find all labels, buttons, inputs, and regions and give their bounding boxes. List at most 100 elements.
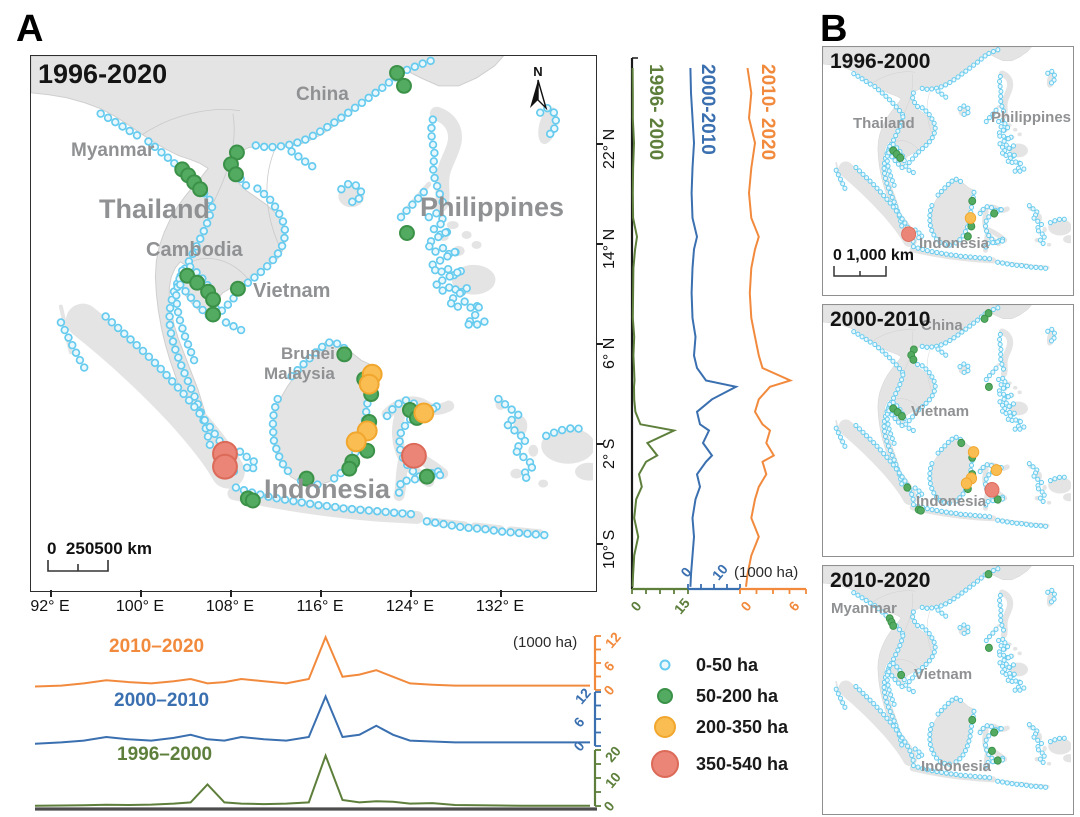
lon-tick	[230, 590, 232, 597]
b-country-label-philippines: Philippines	[991, 109, 1072, 126]
country-label-china: China	[296, 84, 349, 105]
lat-tick	[596, 343, 603, 345]
country-label-brunei: Brunei	[281, 344, 335, 363]
country-label-philippines: Philippines	[420, 192, 565, 222]
b-scalebar-bar	[833, 266, 887, 277]
pond-dots-green	[889, 309, 1002, 515]
country-label-myanmar: Myanmar	[71, 140, 155, 161]
b-country-label-china: China	[921, 317, 963, 334]
longitude-profile-canvas	[35, 634, 601, 811]
right-plot-axis-num: 15	[670, 594, 693, 618]
latitude-profile-plot: (1000 ha) 1996- 2000 2000-2010 2010- 2020 0…	[627, 52, 816, 617]
main-scalebar-bar	[47, 560, 109, 572]
b-country-label-indonesia: Indonesia	[916, 493, 987, 510]
country-label-indonesia: Indonesia	[264, 474, 391, 504]
latitude-profile-canvas	[630, 57, 807, 594]
b-country-label-vietnam: Vietnam	[914, 666, 973, 683]
lon-tick-label: 124° E	[385, 598, 435, 615]
b-scalebar-text: 0 1,000 km	[833, 247, 914, 264]
b-country-label-thailand: Thailand	[853, 115, 915, 132]
b-map-canvas-2	[823, 305, 1071, 551]
pond-dots-orange	[345, 363, 435, 453]
legend-label-1: 0-50 ha	[696, 654, 759, 675]
pond-dots-red	[984, 482, 1000, 498]
lon-tick-label: 116° E	[296, 598, 344, 615]
lat-tick-label: 14° N	[601, 228, 618, 269]
lon-tick	[410, 590, 412, 597]
pond-dots-orange	[960, 446, 1003, 490]
main-map-canvas	[31, 56, 593, 588]
lon-tick	[320, 590, 322, 597]
right-plot-axis-num: 6	[785, 597, 803, 615]
right-plot-series-label-1: 1996- 2000	[645, 64, 666, 161]
lat-tick-label: 10° S	[601, 529, 618, 569]
b-country-label-indonesia: Indonesia	[919, 235, 990, 252]
lat-tick	[596, 243, 603, 245]
north-arrow-n: N	[533, 64, 542, 79]
right-plot-series-label-3: 2010- 2020	[757, 64, 778, 161]
legend-item-350-540ha: 350-540 ha	[648, 749, 788, 779]
main-map-1996-2020: 1996-2020 N 0 250500 km Myanmar China Thai…	[30, 55, 597, 592]
lon-tick-label: 108° E	[205, 598, 255, 615]
lon-tick	[500, 590, 502, 597]
legend-label-3: 200-350 ha	[696, 716, 789, 737]
lon-tick	[50, 590, 52, 597]
right-plot-axis-num: 0	[627, 597, 645, 615]
pond-dots-red	[212, 440, 427, 480]
bottom-plot-series-label-2: 2000–2010	[114, 690, 210, 711]
main-scalebar: 0 250500 km	[47, 539, 152, 573]
lon-tick-label: 100° E	[115, 598, 165, 615]
b-scalebar: 0 1,000 km	[833, 247, 914, 279]
b-country-label-indonesia: Indonesia	[921, 758, 992, 775]
lon-tick	[140, 590, 142, 597]
legend-symbol-4	[651, 750, 679, 778]
b-map-1996-2000: 1996-2000 Thailand Philippines Indonesia 0 1…	[822, 46, 1074, 296]
lat-tick-label: 22° N	[601, 128, 618, 169]
pond-dots-orange	[964, 212, 977, 225]
legend-symbol-1	[659, 659, 671, 671]
right-plot-unit-label: (1000 ha)	[734, 564, 799, 581]
lon-profile-series-3	[35, 752, 590, 807]
bottom-plot-series-label-3: 1996–2000	[117, 744, 213, 765]
pond-dots-red	[901, 226, 917, 242]
bottom-plot-unit-label: (1000 ha)	[513, 634, 578, 651]
lon-tick-label: 132° E	[475, 598, 525, 615]
lon-profile-series-1	[35, 634, 590, 688]
coast-ponds-0-50ha	[833, 47, 1067, 271]
b-country-label-myanmar: Myanmar	[831, 600, 897, 617]
lat-tick	[596, 443, 603, 445]
b-country-label-vietnam: Vietnam	[911, 403, 970, 420]
b-map-title-1: 1996-2000	[830, 50, 931, 73]
main-map-title: 1996-2020	[38, 59, 168, 89]
legend-item-0-50ha: 0-50 ha	[648, 650, 758, 680]
lat-profile-series-3	[745, 67, 794, 587]
pond-dots-green	[889, 146, 999, 241]
right-plot-axis-num: 0	[737, 597, 755, 615]
legend-label-4: 350-540 ha	[696, 753, 789, 774]
country-label-cambodia: Cambodia	[146, 239, 243, 261]
b-map-2000-2010: 2000-2010 China Vietnam Indonesia	[822, 304, 1074, 557]
lat-profile-series-2	[689, 67, 739, 587]
lat-tick	[596, 143, 603, 145]
b-map-canvas-1	[823, 47, 1071, 293]
pond-dots-green	[174, 64, 435, 509]
legend-item-50-200ha: 50-200 ha	[648, 681, 778, 711]
country-label-vietnam: Vietnam	[253, 280, 331, 302]
b-map-2010-2020: 2010-2020 Myanmar Vietnam Indonesia	[822, 565, 1074, 815]
lat-tick-label: 6° N	[601, 337, 618, 369]
lon-profile-series-2	[35, 693, 590, 745]
lat-tick	[596, 543, 603, 545]
legend-label-2: 50-200 ha	[696, 685, 779, 706]
bottom-plot-series-label-1: 2010–2020	[109, 636, 205, 657]
country-label-malaysia: Malaysia	[264, 364, 335, 383]
panel-b-label: B	[820, 8, 848, 50]
lat-profile-series-1	[631, 67, 678, 587]
north-arrow-icon: N	[530, 64, 548, 111]
right-plot-series-label-2: 2000-2010	[697, 64, 718, 155]
legend-symbol-2	[657, 688, 673, 704]
lon-tick-label: 92° E	[30, 598, 70, 615]
pond-dots-green	[885, 570, 1002, 765]
coast-ponds-0-50ha	[833, 566, 1067, 790]
size-class-legend: 0-50 ha 50-200 ha 200-350 ha 350-540 ha	[648, 650, 813, 800]
